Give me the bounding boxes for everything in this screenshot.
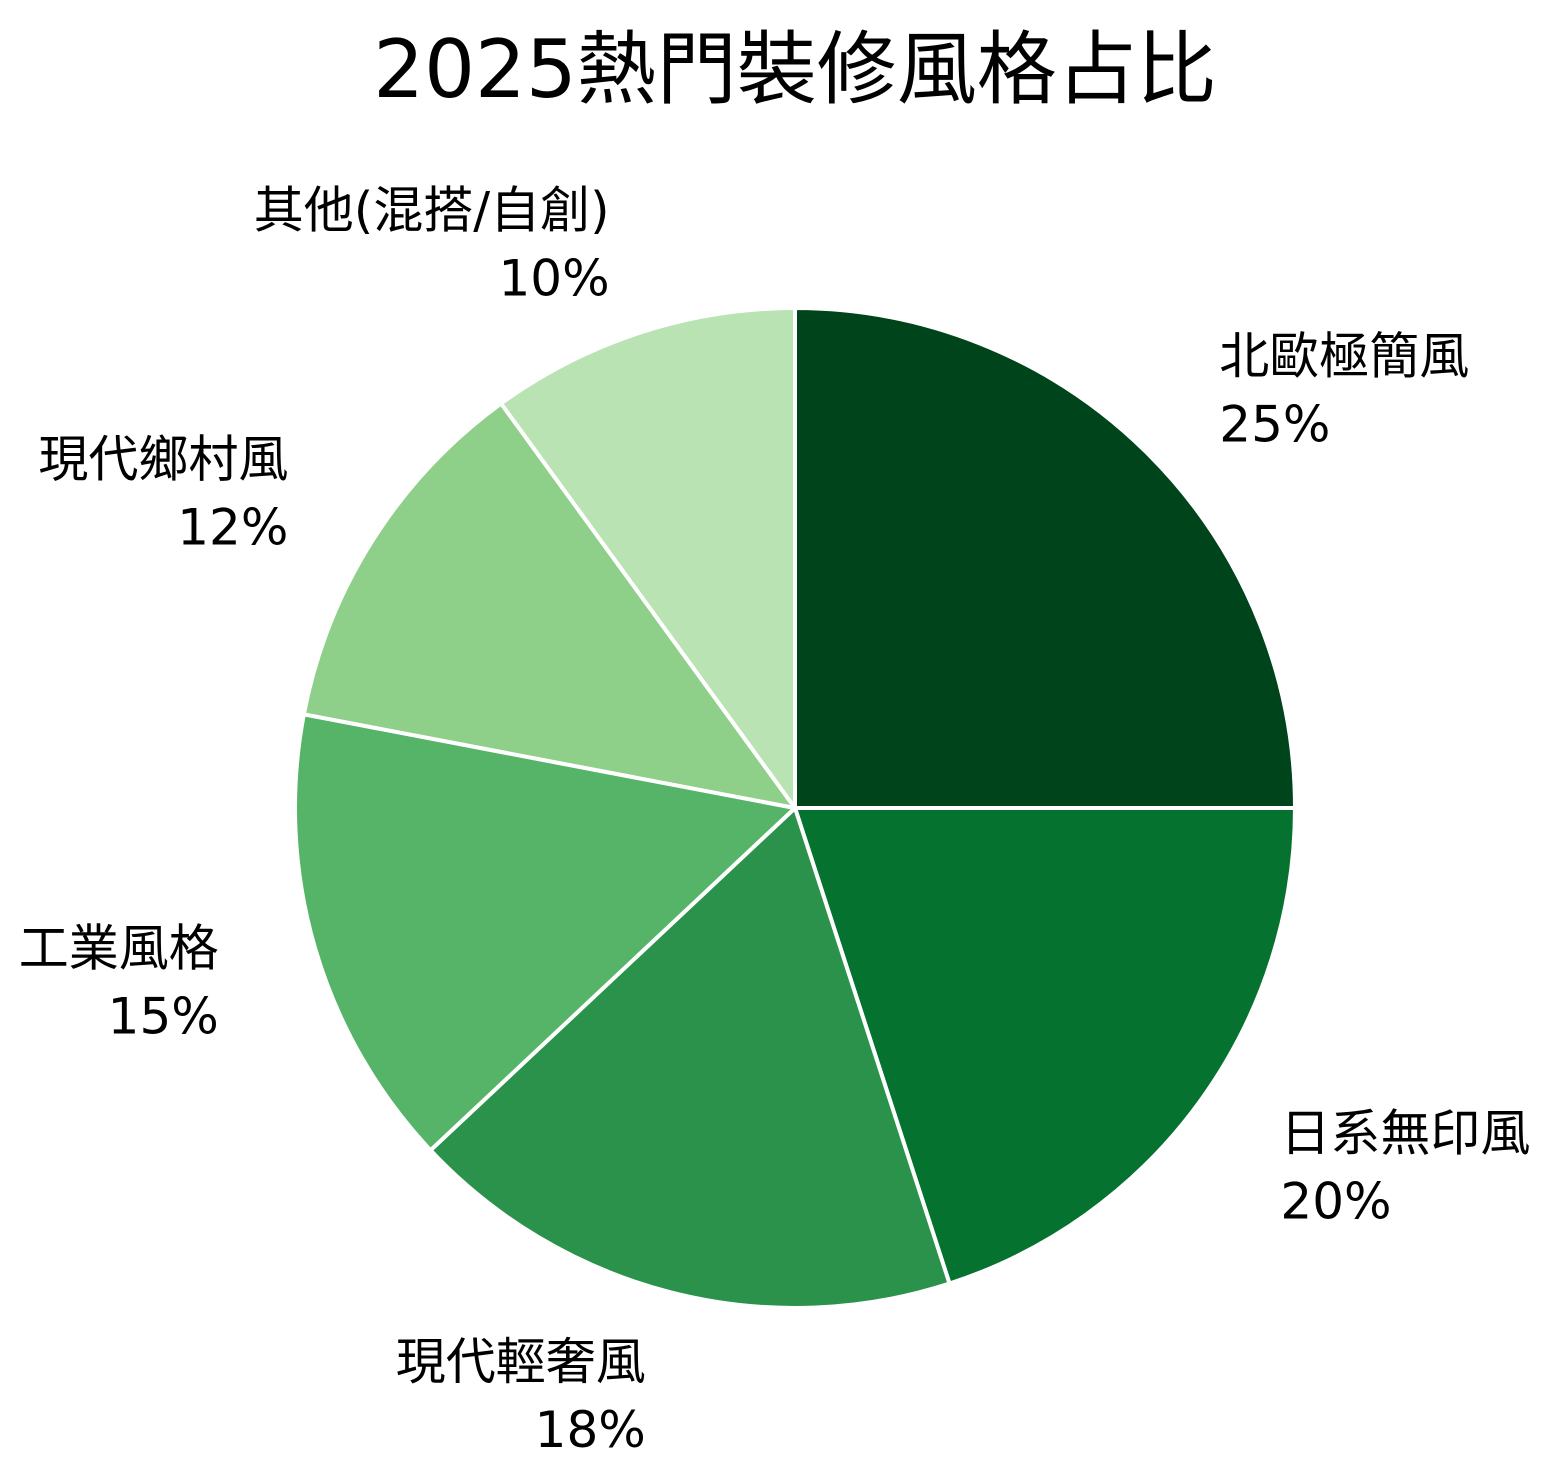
slice-label-1: 北歐極簡風 xyxy=(1219,328,1469,386)
slice-label-6: 其他(混搭/自創) xyxy=(254,181,610,239)
slice-label-3: 現代輕奢風 xyxy=(396,1333,646,1391)
slice-label-2: 日系無印風 xyxy=(1280,1105,1530,1163)
slice-value-label-3: 18% xyxy=(535,1401,646,1459)
pie-slices xyxy=(293,306,1297,1310)
slice-value-label-5: 12% xyxy=(177,499,288,557)
slice-value-label-6: 10% xyxy=(498,249,609,307)
pie-slice-3 xyxy=(428,806,952,1310)
pie-slice-6 xyxy=(499,306,797,810)
slice-value-label-1: 25% xyxy=(1219,396,1330,454)
chart-title: 2025熱門裝修風格占比 xyxy=(373,23,1217,116)
slice-label-5: 現代鄉村風 xyxy=(38,431,288,489)
pie-slice-5 xyxy=(301,401,797,810)
slice-label-4: 工業風格 xyxy=(19,919,219,977)
pie-slice-1 xyxy=(793,306,1297,810)
pie-slice-4 xyxy=(293,712,797,1153)
slice-value-label-2: 20% xyxy=(1280,1173,1391,1231)
pie-slice-2 xyxy=(793,806,1297,1286)
pie-labels: 北歐極簡風 25% 日系無印風 20% 現代輕奢風 18% 工業風格 15% 現代鄉村風 12% 其… xyxy=(19,181,1531,1459)
slice-value-label-4: 15% xyxy=(108,987,219,1045)
